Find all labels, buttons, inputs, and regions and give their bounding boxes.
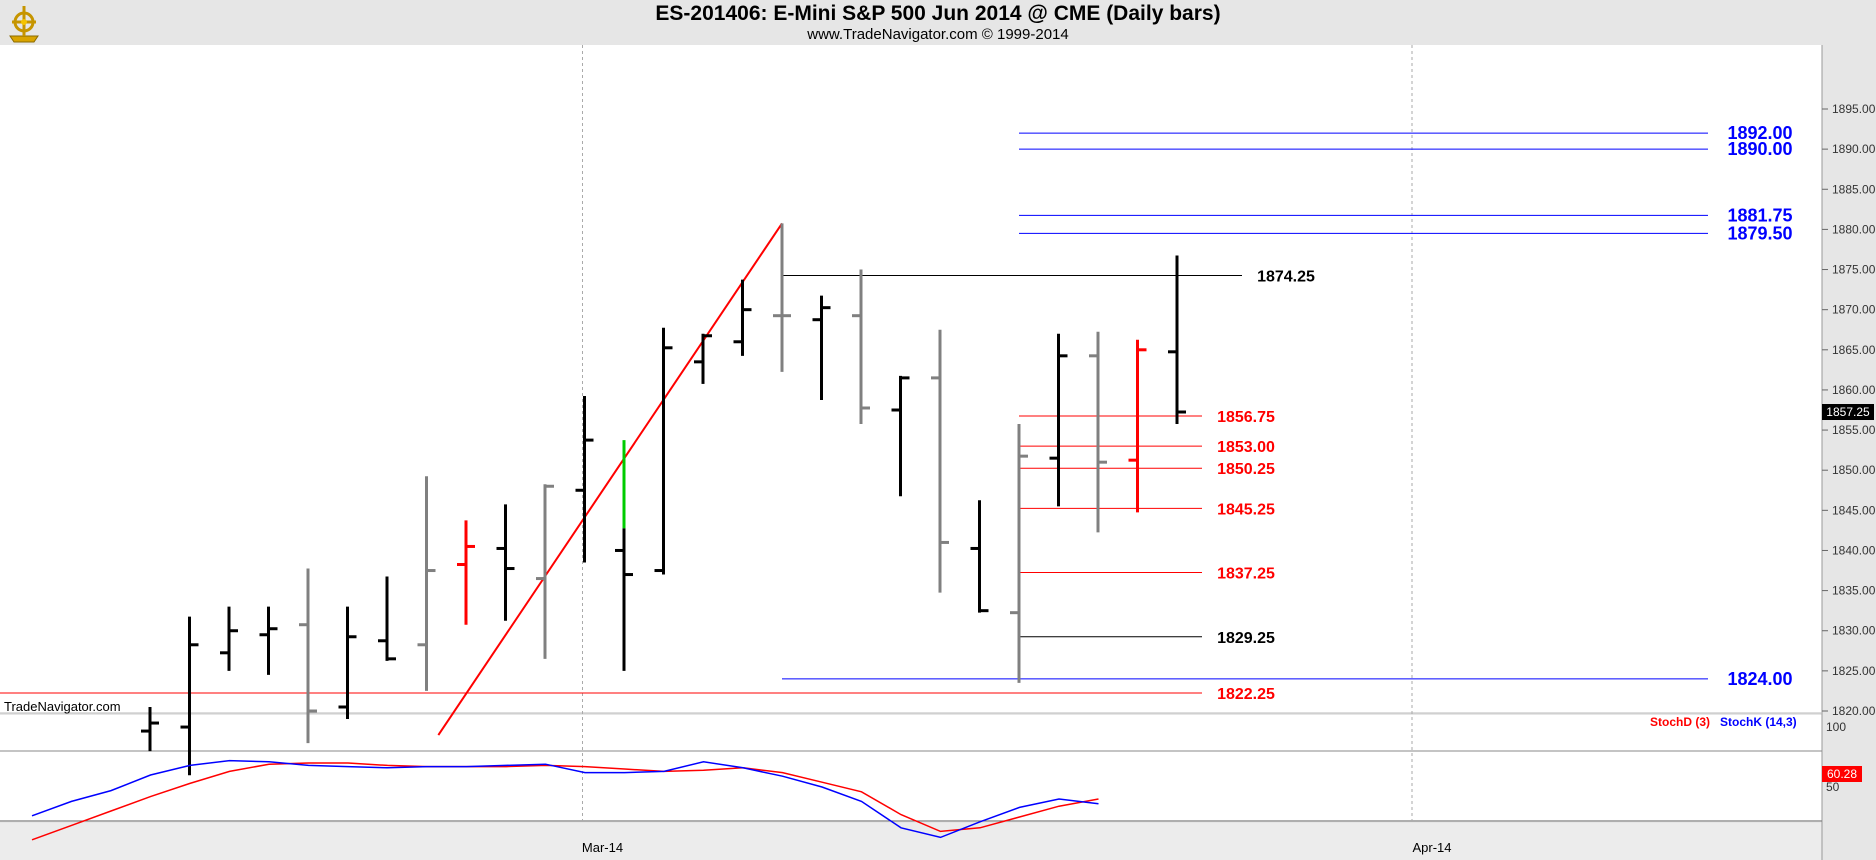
ohlc-bar [536, 484, 554, 659]
ohlc-bar [575, 395, 594, 563]
y-tick-label: 1840.00 [1832, 543, 1876, 557]
y-tick-label: 1835.00 [1832, 584, 1876, 598]
ohlc-bar [378, 576, 396, 661]
ohlc-bar [180, 616, 199, 776]
level-label: 1845.25 [1217, 501, 1275, 518]
ohlc-bar [970, 500, 989, 613]
ohlc-bar [496, 504, 515, 621]
y-tick-label: 1850.00 [1832, 463, 1876, 477]
y-tick-label: 1895.00 [1832, 102, 1876, 116]
y-tick-label: 1845.00 [1832, 503, 1876, 517]
ohlc-bar [1010, 424, 1028, 683]
y-tick-label: 1885.00 [1832, 182, 1876, 196]
ohlc-bar [931, 329, 949, 593]
chart-title: ES-201406: E-Mini S&P 500 Jun 2014 @ CME… [655, 2, 1221, 25]
level-label: 1853.00 [1217, 439, 1275, 456]
ohlc-bar [457, 520, 475, 625]
main-plot-area [0, 45, 1822, 713]
level-label: 1856.75 [1217, 409, 1275, 426]
stoch-tick-50: 50 [1826, 780, 1840, 794]
y-tick-label: 1830.00 [1832, 624, 1876, 638]
level-label: 1881.75 [1727, 205, 1792, 225]
stoch-last-label: 60.28 [1827, 767, 1857, 781]
level-label: 1879.50 [1727, 223, 1792, 243]
level-label: 1874.25 [1257, 269, 1315, 286]
trend-line [437, 222, 783, 736]
stochd-legend: StochD (3) [1650, 715, 1710, 729]
x-tick-label: Apr-14 [1412, 840, 1451, 855]
level-label: 1822.25 [1217, 686, 1275, 703]
ohlc-bar [1128, 339, 1147, 513]
ohlc-bar [141, 706, 159, 752]
ohlc-bar [733, 279, 752, 356]
y-tick-label: 1870.00 [1832, 303, 1876, 317]
ohlc-bar [417, 476, 436, 691]
stochk-legend: StochK (14,3) [1720, 715, 1797, 729]
y-tick-label: 1865.00 [1832, 343, 1876, 357]
watermark-label: TradeNavigator.com [4, 699, 121, 714]
x-tick-label: Mar-14 [582, 840, 623, 855]
indicator-plot-area [0, 715, 1822, 820]
ohlc-bar [1168, 255, 1186, 425]
x-axis-area [0, 823, 1822, 860]
y-tick-label: 1820.00 [1832, 704, 1876, 718]
ohlc-bar [773, 223, 791, 372]
y-tick-label: 1890.00 [1832, 142, 1876, 156]
ohlc-bar [694, 333, 712, 384]
y-tick-label: 1825.00 [1832, 664, 1876, 678]
ohlc-bar [654, 327, 673, 575]
ohlc-bar [259, 606, 278, 675]
ohlc-bar [615, 440, 633, 671]
last-price-label: 1857.25 [1826, 405, 1870, 419]
ohlc-bar [299, 568, 317, 744]
y-tick-label: 1875.00 [1832, 263, 1876, 277]
ohlc-bar [1049, 333, 1068, 507]
y-tick-label: 1855.00 [1832, 423, 1876, 437]
level-label: 1890.00 [1727, 139, 1792, 159]
ohlc-bar [220, 606, 238, 671]
y-tick-label: 1860.00 [1832, 383, 1876, 397]
level-label: 1837.25 [1217, 566, 1275, 583]
stoch-last-box [1822, 766, 1862, 782]
ohlc-bar [852, 269, 870, 425]
level-label: 1824.00 [1727, 669, 1792, 689]
level-label: 1850.25 [1217, 461, 1275, 478]
ohlc-bar [338, 606, 357, 720]
stochk-line [31, 759, 1099, 839]
tradenavigator-logo [4, 2, 44, 44]
ohlc-bar [891, 375, 910, 497]
stochd-line [31, 762, 1099, 841]
chart-subtitle: www.TradeNavigator.com © 1999-2014 [807, 26, 1069, 43]
ohlc-bar [1089, 331, 1107, 533]
stoch-tick-100: 100 [1826, 720, 1846, 734]
level-label: 1892.00 [1727, 123, 1792, 143]
y-tick-label: 1880.00 [1832, 222, 1876, 236]
ohlc-bar [812, 295, 831, 400]
level-label: 1829.25 [1217, 630, 1275, 647]
last-price-box [1822, 404, 1874, 421]
